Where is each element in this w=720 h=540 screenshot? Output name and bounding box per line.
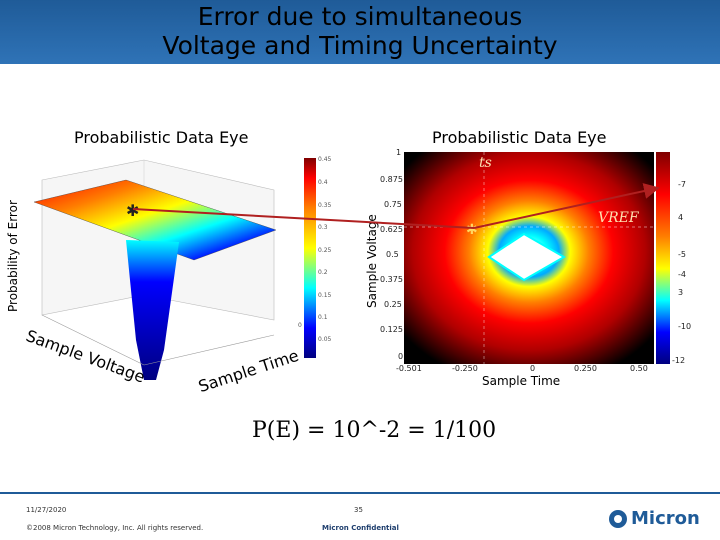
right-cbar-tick: -7 <box>678 180 686 189</box>
left-plot-title: Probabilistic Data Eye <box>74 128 249 147</box>
title-bar: Error due to simultaneous Voltage and Ti… <box>0 0 720 64</box>
voltage-arrow <box>132 208 475 229</box>
right-x-axis-label: Sample Time <box>482 374 561 388</box>
left-3d-plot: ✱ <box>33 158 316 380</box>
micron-logo-icon <box>609 509 627 528</box>
left-cbar-tick: 0.4 <box>318 179 328 186</box>
left-cbar-tick: 0.05 <box>318 336 332 343</box>
left-cbar-tick: 0.45 <box>318 156 332 163</box>
micron-logo-text: Micron <box>631 508 700 529</box>
right-y-tick: 0.625 <box>380 225 403 234</box>
left-colorbar <box>304 158 316 358</box>
ts-label: ts <box>479 155 492 171</box>
right-x-tick: 0.250 <box>574 364 597 373</box>
right-x-tick: 0 <box>530 364 536 373</box>
vref-label: VREF <box>598 210 639 226</box>
left-cbar-tick: 0.1 <box>318 314 328 321</box>
right-cbar-tick: 4 <box>678 213 684 222</box>
probability-equation: P(E) = 10^-2 = 1/100 <box>252 418 497 443</box>
footer-date: 11/27/2020 <box>26 506 67 514</box>
title-line-2: Voltage and Timing Uncertainty <box>162 31 558 60</box>
right-cbar-tick: 3 <box>678 288 684 297</box>
footer-copyright: ©2008 Micron Technology, Inc. All rights… <box>26 524 204 532</box>
right-cbar-tick: -10 <box>678 322 692 331</box>
eye-opening <box>487 232 567 282</box>
footer-page-number: 35 <box>354 506 363 514</box>
right-cbar-tick: -5 <box>678 250 686 259</box>
left-cbar-tick: 0.15 <box>318 292 332 299</box>
right-y-tick: 0.75 <box>384 200 402 209</box>
star-marker: ✱ <box>126 201 139 220</box>
right-y-tick: 0.25 <box>384 300 402 309</box>
left-cbar-tick: 0.25 <box>318 247 332 254</box>
left-cbar-tick: 0 <box>298 322 302 329</box>
right-y-tick: 0 <box>398 352 404 361</box>
footer-divider <box>0 492 720 494</box>
right-x-tick: 0.50 <box>630 364 648 373</box>
right-contour-plot: ✱ <box>404 152 654 364</box>
footer-confidential: Micron Confidential <box>322 524 399 532</box>
right-y-tick: 0.375 <box>380 275 403 284</box>
right-y-tick: 0.875 <box>380 175 403 184</box>
right-cbar-tick: -12 <box>672 356 686 365</box>
right-plot-title: Probabilistic Data Eye <box>432 128 607 147</box>
error-well <box>126 240 179 380</box>
right-x-tick: -0.250 <box>452 364 478 373</box>
title-line-1: Error due to simultaneous <box>197 2 523 31</box>
vref-arrow <box>473 183 660 229</box>
micron-logo: Micron <box>608 508 700 529</box>
right-y-tick: 0.5 <box>386 250 399 259</box>
right-cbar-tick: -4 <box>678 270 686 279</box>
right-y-tick: 1 <box>396 148 402 157</box>
right-colorbar <box>656 152 670 364</box>
star-marker-right: ✱ <box>466 222 478 238</box>
left-cbar-tick: 0.2 <box>318 269 328 276</box>
slide-title: Error due to simultaneous Voltage and Ti… <box>0 2 720 60</box>
left-cbar-tick: 0.3 <box>318 224 328 231</box>
right-y-tick: 0.125 <box>380 325 403 334</box>
right-x-tick: -0.501 <box>396 364 422 373</box>
left-cbar-tick: 0.35 <box>318 202 332 209</box>
